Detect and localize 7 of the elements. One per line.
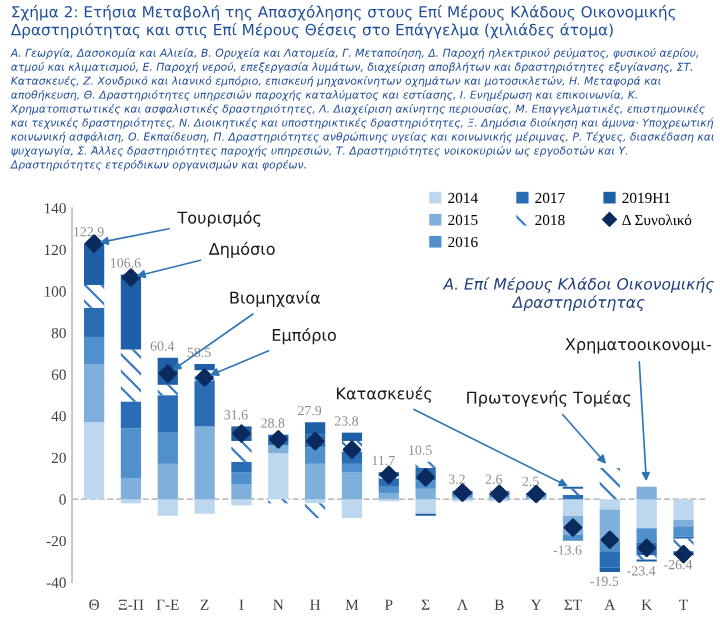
annotation: Κατασκευές bbox=[336, 386, 432, 403]
annotation: Δημόσιο bbox=[208, 241, 275, 259]
annotation: Πρωτογενής Τομέας bbox=[467, 390, 631, 407]
annotation: Εμπόριο bbox=[272, 327, 336, 345]
annotation: Βιομηχανία bbox=[230, 290, 320, 307]
annotation: Τουρισμός bbox=[177, 210, 261, 227]
annotation: Χρηματοοικονομι- bbox=[565, 338, 712, 354]
